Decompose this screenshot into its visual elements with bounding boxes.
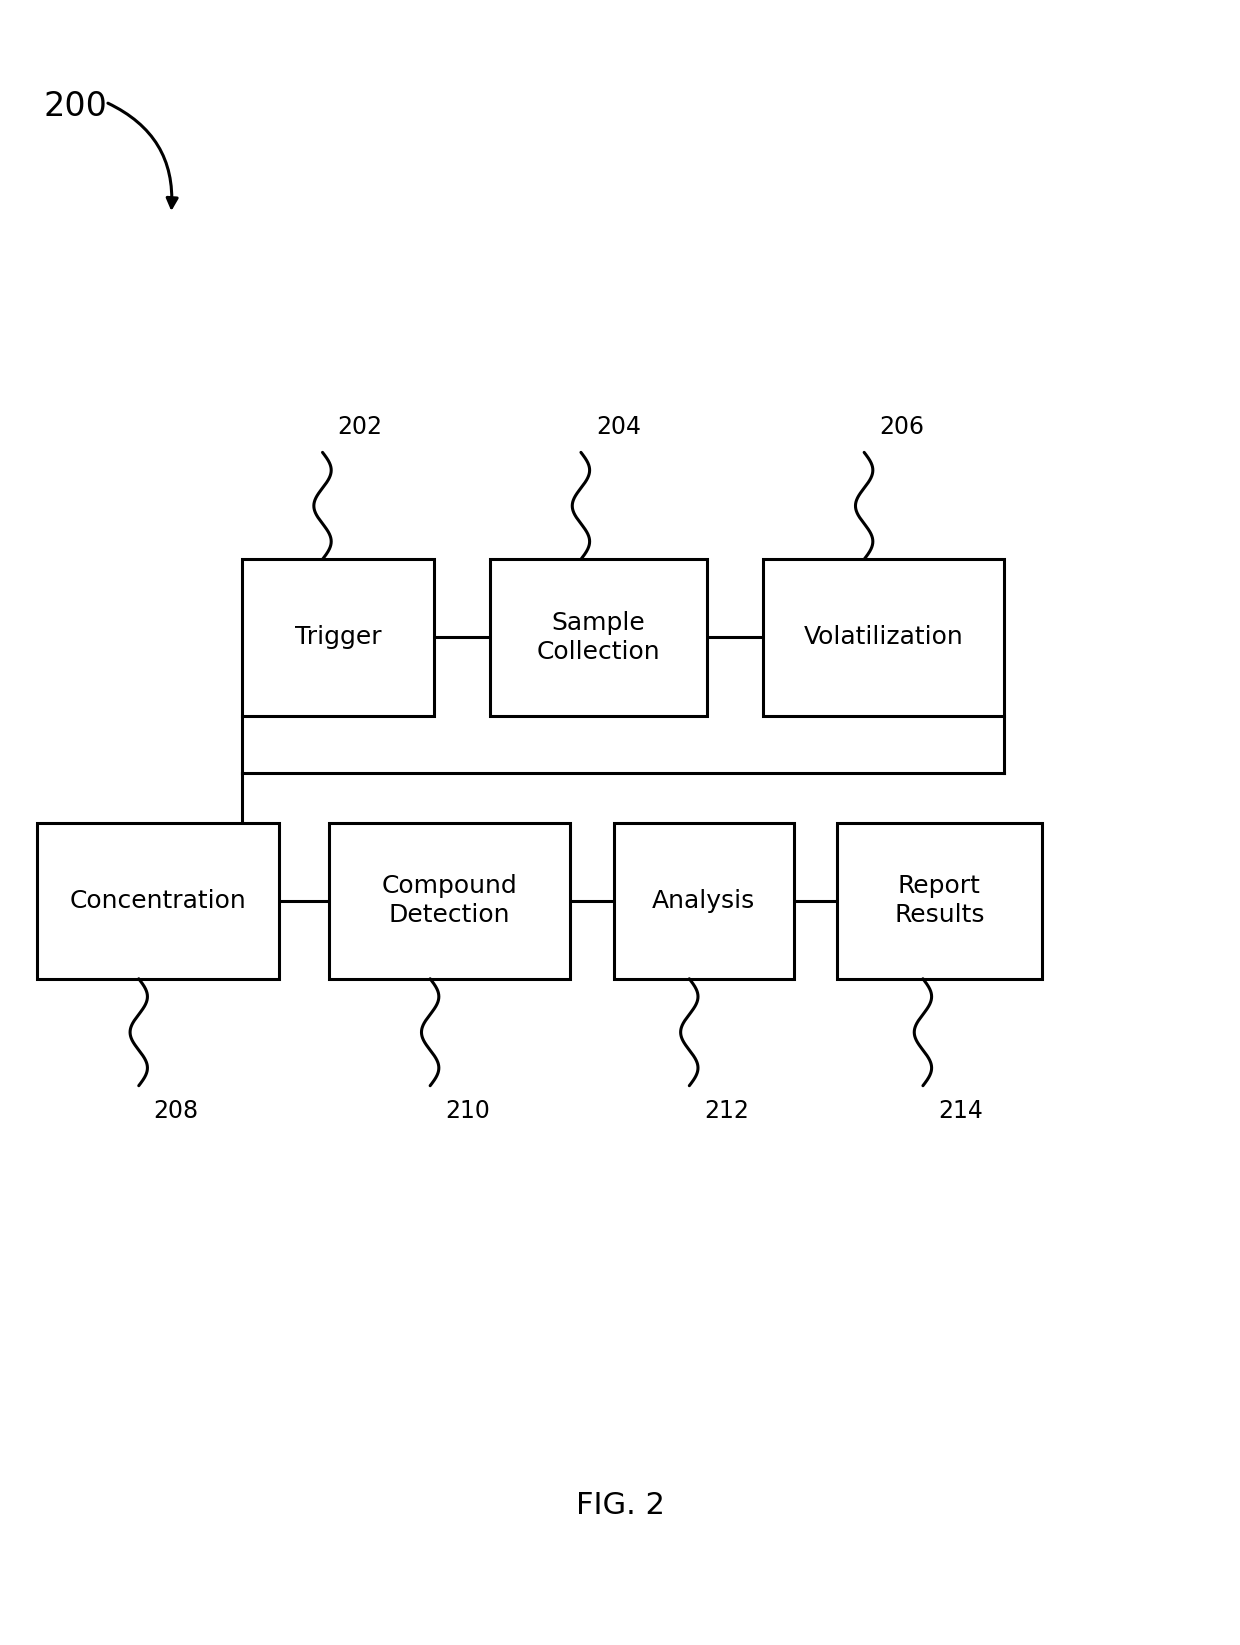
Text: Trigger: Trigger: [295, 625, 381, 650]
Bar: [37, 822, 279, 979]
FancyArrowPatch shape: [108, 104, 177, 207]
Text: 212: 212: [704, 1099, 749, 1124]
Text: Volatilization: Volatilization: [804, 625, 963, 650]
Text: 202: 202: [337, 415, 382, 439]
Text: Compound
Detection: Compound Detection: [382, 873, 517, 928]
Text: Concentration: Concentration: [69, 888, 247, 913]
Bar: [242, 559, 434, 716]
Text: Report
Results: Report Results: [894, 873, 985, 928]
Bar: [329, 822, 570, 979]
Text: 210: 210: [445, 1099, 490, 1124]
Text: 204: 204: [596, 415, 641, 439]
Text: 208: 208: [154, 1099, 198, 1124]
Text: FIG. 2: FIG. 2: [575, 1490, 665, 1520]
Bar: [614, 822, 794, 979]
Bar: [490, 559, 707, 716]
Bar: [837, 822, 1042, 979]
Text: 206: 206: [879, 415, 924, 439]
Bar: [763, 559, 1004, 716]
Text: Sample
Collection: Sample Collection: [537, 610, 660, 665]
Text: 200: 200: [43, 90, 108, 123]
Text: 214: 214: [937, 1099, 982, 1124]
Text: Analysis: Analysis: [652, 888, 755, 913]
